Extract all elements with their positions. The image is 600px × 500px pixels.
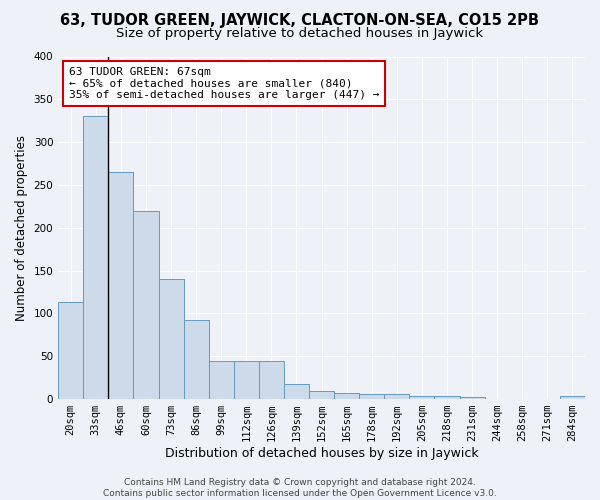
Bar (385, 394, 409, 399)
Bar (133, 210, 158, 399)
Bar (158, 279, 184, 399)
Bar (560, 396, 585, 399)
Bar (234, 362, 259, 399)
Bar (409, 396, 434, 399)
Bar (83, 116, 109, 399)
Bar (259, 362, 284, 399)
Bar (58, 302, 83, 399)
Text: 63 TUDOR GREEN: 67sqm
← 65% of detached houses are smaller (840)
35% of semi-det: 63 TUDOR GREEN: 67sqm ← 65% of detached … (69, 67, 379, 100)
Bar (184, 320, 209, 399)
Bar (334, 393, 359, 399)
Bar (209, 360, 234, 399)
Text: Size of property relative to detached houses in Jaywick: Size of property relative to detached ho… (116, 28, 484, 40)
X-axis label: Distribution of detached houses by size in Jaywick: Distribution of detached houses by size … (165, 447, 478, 460)
Bar (309, 392, 334, 399)
Bar (434, 396, 460, 399)
Bar (109, 172, 133, 399)
Text: Contains HM Land Registry data © Crown copyright and database right 2024.
Contai: Contains HM Land Registry data © Crown c… (103, 478, 497, 498)
Bar (284, 384, 309, 399)
Bar (359, 394, 385, 399)
Bar (460, 396, 485, 399)
Y-axis label: Number of detached properties: Number of detached properties (15, 135, 28, 321)
Text: 63, TUDOR GREEN, JAYWICK, CLACTON-ON-SEA, CO15 2PB: 63, TUDOR GREEN, JAYWICK, CLACTON-ON-SEA… (61, 12, 539, 28)
